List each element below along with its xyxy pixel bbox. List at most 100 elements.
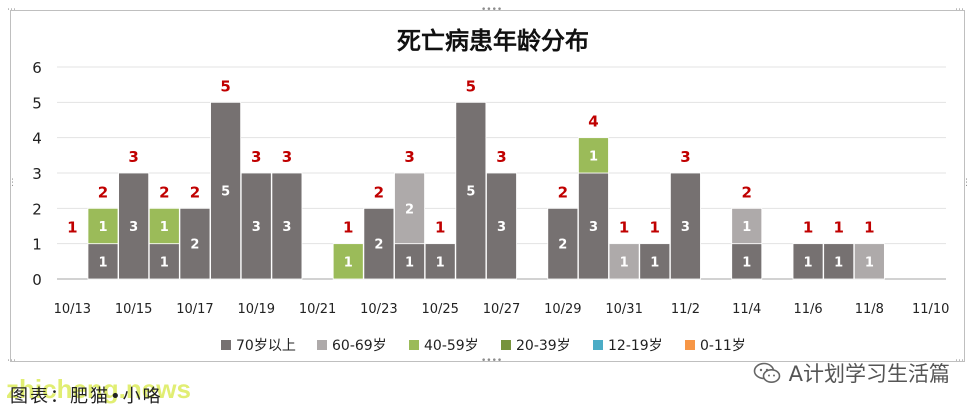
legend-label: 60-69岁: [332, 338, 387, 354]
bar-segment: [332, 243, 364, 280]
bar-segment: [240, 172, 272, 280]
segment-label: 2: [190, 238, 199, 253]
segment-label: 5: [466, 185, 475, 200]
x-tick-label: 11/6: [793, 302, 822, 317]
resize-handle-corner-br[interactable]: ⋯: [955, 356, 964, 366]
watermark-wechat: A计划学习生活篇: [753, 358, 950, 388]
total-label: 1: [343, 219, 353, 237]
legend-swatch: [501, 340, 511, 350]
watermark-site: zhicheng.news: [6, 374, 191, 404]
bar-segment: [639, 243, 671, 280]
resize-handle-left[interactable]: ⋮: [8, 178, 17, 188]
resize-handle-corner-bl[interactable]: ⋯: [7, 356, 16, 366]
segment-label: 3: [681, 220, 690, 235]
segment-label: 1: [834, 255, 843, 270]
x-tick-label: 10/21: [299, 302, 336, 317]
segment-label: 3: [282, 220, 291, 235]
total-label: 1: [650, 219, 660, 237]
segment-label: 1: [804, 255, 813, 270]
chart-caption: 图表：肥猫•小咯: [10, 386, 163, 407]
y-tick-label: 6: [32, 59, 42, 77]
legend-swatch: [317, 340, 327, 350]
bar-segment: [608, 243, 640, 280]
bar-segment: [731, 207, 763, 245]
total-label: 1: [619, 219, 629, 237]
bar-segment: [578, 172, 609, 280]
x-tick-label: 10/29: [544, 302, 581, 317]
segment-label: 1: [865, 255, 874, 270]
watermark-wechat-text: A计划学习生活篇: [788, 362, 950, 386]
resize-handle-top[interactable]: ••••: [481, 5, 503, 15]
x-tick-label: 10/19: [238, 302, 275, 317]
segment-label: 2: [405, 202, 414, 217]
chart-title: 死亡病患年龄分布: [397, 27, 589, 55]
segment-label: 1: [436, 255, 445, 270]
y-tick-label: 2: [32, 200, 42, 218]
total-label: 3: [680, 148, 690, 166]
chart-frame: •••• •••• ⋮ ⋮ ⋯ ⋯ ⋯ ⋯ 死亡病患年龄分布 0 1 2 3 4 5 6 1…: [7, 6, 971, 366]
segment-label: 1: [650, 255, 659, 270]
total-label: 3: [128, 148, 138, 166]
resize-handle-corner-tr[interactable]: ⋯: [955, 5, 964, 15]
x-tick-label: 10/25: [421, 302, 458, 317]
segment-label: 1: [405, 255, 414, 270]
bars: [87, 101, 885, 280]
total-label: 3: [251, 148, 261, 166]
total-label: 3: [404, 148, 414, 166]
x-tick-label: 10/17: [176, 302, 213, 317]
data-labels: 1 1 3 1 1 2 5 3 3 1 2 1 2 1 5 3 2 3 1 1 1 3 1 1 1 1 1: [98, 149, 873, 270]
segment-label: 1: [742, 220, 751, 235]
segment-label: 1: [742, 255, 751, 270]
total-label: 5: [220, 77, 230, 95]
legend-swatch: [593, 340, 603, 350]
bar-segment: [363, 207, 395, 280]
bar-segment: [179, 207, 211, 280]
total-label: 1: [864, 219, 874, 237]
total-label: 2: [374, 183, 384, 201]
total-label: 4: [588, 113, 598, 131]
bar-segment: [455, 101, 487, 280]
bar-segment: [87, 207, 119, 245]
legend-label: 0-11岁: [700, 338, 746, 354]
legend-swatch: [221, 340, 231, 350]
legend: 70岁以上 60-69岁 40-59岁 20-39岁 12-19岁 0-11岁: [221, 338, 746, 354]
y-tick-label: 5: [32, 94, 42, 112]
y-tick-label: 4: [32, 130, 42, 148]
bar-segment: [823, 243, 855, 280]
x-tick-label: 10/23: [360, 302, 397, 317]
segment-label: 3: [252, 220, 261, 235]
resize-handle-bottom[interactable]: ••••: [481, 356, 503, 366]
segment-label: 1: [344, 255, 353, 270]
resize-handle-right[interactable]: ⋮: [962, 178, 971, 188]
resize-handle-corner-tl[interactable]: ⋯: [7, 5, 16, 15]
segment-label: 5: [221, 185, 230, 200]
bar-segment: [148, 243, 180, 280]
legend-label: 70岁以上: [236, 338, 296, 354]
total-label: 1: [67, 219, 77, 237]
legend-label: 20-39岁: [516, 338, 571, 354]
legend-swatch: [685, 340, 695, 350]
total-label: 3: [496, 148, 506, 166]
segment-label: 1: [160, 255, 169, 270]
x-tick-label: 10/13: [54, 302, 91, 317]
segment-label: 1: [620, 255, 629, 270]
bar-segment: [271, 172, 303, 280]
segment-label: 2: [558, 238, 567, 253]
total-label: 3: [282, 148, 292, 166]
x-tick-label: 11/2: [671, 302, 700, 317]
y-axis-ticks: 0 1 2 3 4 5 6: [32, 59, 42, 289]
segment-label: 3: [497, 220, 506, 235]
x-tick-label: 10/15: [115, 302, 152, 317]
total-label: 1: [833, 219, 843, 237]
bar-segment: [670, 172, 701, 280]
y-tick-label: 1: [32, 236, 42, 254]
x-tick-label: 11/8: [855, 302, 884, 317]
bar-segment: [486, 172, 517, 280]
segment-label: 3: [129, 220, 138, 235]
bar-segment: [792, 243, 824, 280]
total-label: 5: [466, 77, 476, 95]
x-tick-label: 11/4: [732, 302, 761, 317]
y-tick-label: 0: [32, 271, 42, 289]
bar-segment: [394, 243, 425, 280]
legend-swatch: [409, 340, 419, 350]
